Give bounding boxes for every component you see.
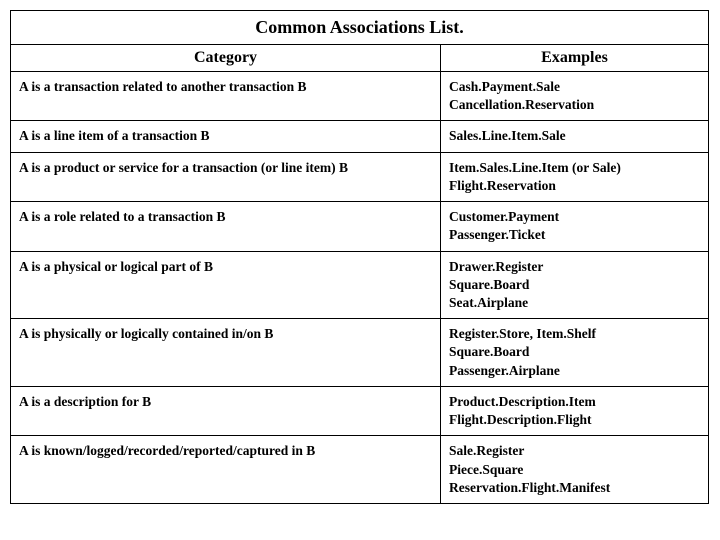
category-cell: A is physically or logically contained i… (11, 319, 441, 387)
examples-cell: Customer.PaymentPassenger.Ticket (441, 202, 709, 251)
category-cell: A is a description for B (11, 386, 441, 435)
table-row: A is a transaction related to another tr… (11, 72, 709, 121)
examples-cell: Sales.Line.Item.Sale (441, 121, 709, 152)
column-header-examples: Examples (441, 45, 709, 72)
table-title: Common Associations List. (11, 11, 709, 45)
examples-cell: Sale.RegisterPiece.SquareReservation.Fli… (441, 436, 709, 504)
category-cell: A is a transaction related to another tr… (11, 72, 441, 121)
table-row: A is known/logged/recorded/reported/capt… (11, 436, 709, 504)
table-row: A is a physical or logical part of BDraw… (11, 251, 709, 319)
examples-cell: Cash.Payment.SaleCancellation.Reservatio… (441, 72, 709, 121)
table-row: A is a line item of a transaction BSales… (11, 121, 709, 152)
category-cell: A is a role related to a transaction B (11, 202, 441, 251)
examples-cell: Product.Description.ItemFlight.Descripti… (441, 386, 709, 435)
examples-cell: Item.Sales.Line.Item (or Sale)Flight.Res… (441, 152, 709, 201)
table-row: A is a product or service for a transact… (11, 152, 709, 201)
category-cell: A is a product or service for a transact… (11, 152, 441, 201)
category-cell: A is known/logged/recorded/reported/capt… (11, 436, 441, 504)
associations-table: Common Associations List. Category Examp… (10, 10, 709, 504)
table-row: A is a role related to a transaction BCu… (11, 202, 709, 251)
header-row: Category Examples (11, 45, 709, 72)
table-row: A is physically or logically contained i… (11, 319, 709, 387)
column-header-category: Category (11, 45, 441, 72)
category-cell: A is a line item of a transaction B (11, 121, 441, 152)
title-row: Common Associations List. (11, 11, 709, 45)
table-row: A is a description for BProduct.Descript… (11, 386, 709, 435)
category-cell: A is a physical or logical part of B (11, 251, 441, 319)
examples-cell: Register.Store, Item.ShelfSquare.BoardPa… (441, 319, 709, 387)
examples-cell: Drawer.RegisterSquare.BoardSeat.Airplane (441, 251, 709, 319)
